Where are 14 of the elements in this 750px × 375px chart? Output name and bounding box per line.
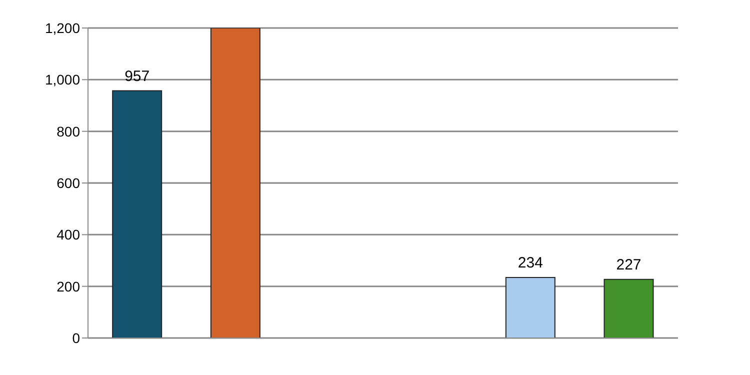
y-tick-label: 1,000 (44, 72, 80, 88)
bar (604, 278, 654, 338)
bar (112, 90, 162, 338)
y-tick-label: 800 (56, 123, 80, 140)
y-tick-label: 200 (56, 278, 80, 294)
bar (210, 28, 260, 338)
y-tick-label: 1,200 (44, 20, 80, 36)
y-tick-label: 400 (56, 226, 80, 243)
data-label: 957 (124, 68, 150, 85)
y-tick-label: 0 (72, 330, 80, 346)
data-label: 227 (616, 256, 642, 274)
bar (505, 277, 556, 338)
y-tick-label: 600 (56, 174, 80, 191)
data-label: 234 (518, 254, 543, 272)
